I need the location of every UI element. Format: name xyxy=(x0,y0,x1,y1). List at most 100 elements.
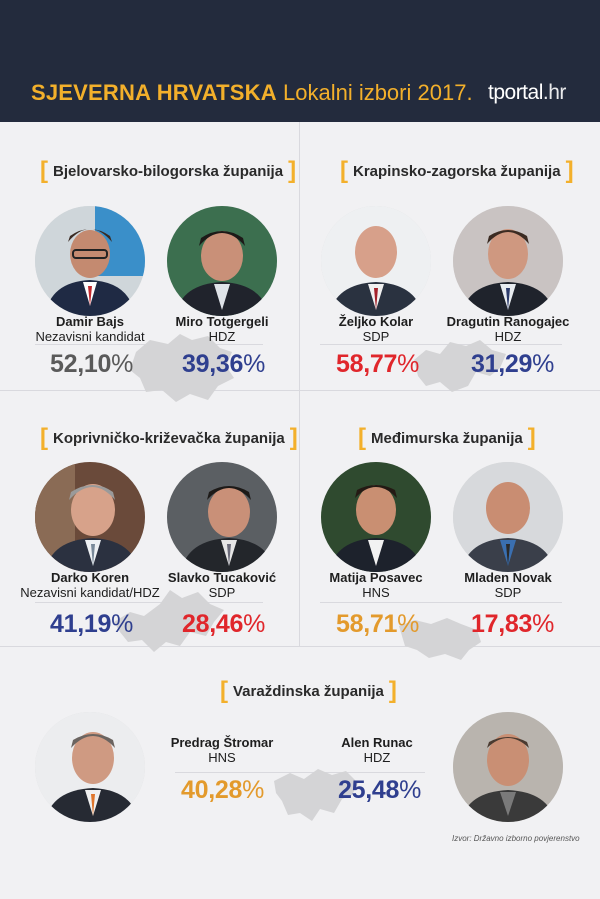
candidate-name: Slavko Tucaković xyxy=(167,570,277,585)
county-heading-koprivnica: [ Koprivničko-križevačka županija] xyxy=(40,424,298,452)
candidate-party: HDZ xyxy=(208,329,236,344)
divider-percent-4 xyxy=(320,602,562,603)
candidate-photo-dragutin-ranogajec xyxy=(453,206,563,316)
percent-sign: % xyxy=(242,776,264,804)
candidate-card: Dragutin Ranogajec HDZ xyxy=(428,314,588,344)
candidate-photo-damir-bajs xyxy=(35,206,145,316)
candidate-party: Nezavisni kandidat/HDZ xyxy=(20,585,160,600)
candidate-card: Predrag Štromar HNS xyxy=(142,735,302,765)
candidate-photo-predrag-stromar xyxy=(35,712,145,822)
bracket-close: ] xyxy=(565,157,574,184)
percent-sign: % xyxy=(243,610,265,638)
county-heading-medimurje: [Međimurska županija] xyxy=(358,424,536,452)
county-heading-bjelovar: [ Bjelovarsko-bilogorska županija] xyxy=(40,157,296,185)
candidate-photo-miro-totgergeli xyxy=(167,206,277,316)
title-region: SJEVERNA HRVATSKA xyxy=(31,80,277,105)
bracket-open: [ xyxy=(358,424,366,451)
vote-percent: 25,48% xyxy=(338,776,421,805)
percent-value: 52,10 xyxy=(50,350,112,378)
candidate-party: HNS xyxy=(208,750,236,765)
vote-percent: 41,19% xyxy=(50,610,133,639)
candidate-party: SDP xyxy=(208,585,236,600)
vote-percent: 58,77% xyxy=(336,350,419,379)
candidate-name: Damir Bajs xyxy=(56,314,124,329)
bracket-close: ] xyxy=(289,424,298,451)
divider-horizontal-2 xyxy=(0,646,600,647)
map-bjelovar xyxy=(128,330,238,405)
candidate-photo-matija-posavec xyxy=(321,462,431,572)
candidate-photo-zeljko-kolar xyxy=(321,206,431,316)
candidate-party: HDZ xyxy=(363,750,391,765)
logo-main: tportal xyxy=(488,81,543,104)
candidate-party: Nezavisni kandidat xyxy=(35,329,145,344)
divider-percent-3 xyxy=(35,602,263,603)
candidate-photo-alen-runac xyxy=(453,712,563,822)
vote-percent: 40,28% xyxy=(181,776,264,805)
percent-value: 41,19 xyxy=(50,610,112,638)
percent-sign: % xyxy=(111,610,133,638)
candidate-name: Miro Totgergeli xyxy=(175,314,269,329)
county-name: Bjelovarsko-bilogorska županija xyxy=(53,163,284,180)
candidate-card: Slavko Tucaković SDP xyxy=(142,570,302,600)
candidate-photo-mladen-novak xyxy=(453,462,563,572)
bracket-close: ] xyxy=(388,677,397,704)
candidate-party: HNS xyxy=(362,585,390,600)
vote-percent: 31,29% xyxy=(471,350,554,379)
candidate-card: Mladen Novak SDP xyxy=(428,570,588,600)
header-banner: SJEVERNA HRVATSKA Lokalni izbori 2017. t… xyxy=(0,0,600,122)
map-varazdin xyxy=(272,763,362,823)
candidate-name: Matija Posavec xyxy=(329,570,423,585)
bracket-close: ] xyxy=(527,424,536,451)
candidate-photo-slavko-tucakovic xyxy=(167,462,277,572)
candidate-name: Alen Runac xyxy=(341,735,413,750)
divider-horizontal-1 xyxy=(0,390,600,391)
source-note: Izvor: Državno izborno povjerenstvo xyxy=(452,834,580,843)
bracket-open: [ xyxy=(340,157,348,184)
vote-percent: 28,46% xyxy=(182,610,265,639)
candidate-card: Željko Kolar SDP xyxy=(296,314,456,344)
percent-value: 17,83 xyxy=(471,610,533,638)
percent-sign: % xyxy=(399,776,421,804)
percent-value: 31,29 xyxy=(471,350,533,378)
bracket-close: ] xyxy=(288,157,297,184)
county-heading-krapina: [Krapinsko-zagorska županija] xyxy=(340,157,574,185)
candidate-photo-darko-koren xyxy=(35,462,145,572)
bracket-open: [ xyxy=(40,424,48,451)
divider-percent-2 xyxy=(320,344,562,345)
vote-percent: 58,71% xyxy=(336,610,419,639)
candidate-name: Dragutin Ranogajec xyxy=(446,314,570,329)
county-name: Koprivničko-križevačka županija xyxy=(53,430,285,447)
county-name: Varaždinska županija xyxy=(233,683,384,700)
percent-sign: % xyxy=(532,350,554,378)
percent-value: 58,77 xyxy=(336,350,398,378)
percent-sign: % xyxy=(243,350,265,378)
candidate-name: Predrag Štromar xyxy=(170,735,274,750)
logo-tld: .hr xyxy=(542,81,567,104)
candidate-party: SDP xyxy=(494,585,522,600)
page-title: SJEVERNA HRVATSKA Lokalni izbori 2017. xyxy=(31,80,473,106)
candidate-name: Mladen Novak xyxy=(464,570,552,585)
bracket-open: [ xyxy=(220,677,228,704)
divider-vertical xyxy=(299,122,300,646)
vote-percent: 39,36% xyxy=(182,350,265,379)
percent-value: 28,46 xyxy=(182,610,244,638)
candidate-party: SDP xyxy=(362,329,390,344)
percent-value: 39,36 xyxy=(182,350,244,378)
candidate-name: Darko Koren xyxy=(50,570,130,585)
divider-percent-5 xyxy=(175,772,425,773)
candidate-name: Željko Kolar xyxy=(338,314,414,329)
percent-sign: % xyxy=(397,350,419,378)
tportal-logo: tportal.hr xyxy=(488,81,566,105)
percent-sign: % xyxy=(111,350,133,378)
bracket-open: [ xyxy=(40,157,48,184)
candidate-party: HDZ xyxy=(494,329,522,344)
percent-sign: % xyxy=(532,610,554,638)
percent-value: 25,48 xyxy=(338,776,400,804)
percent-sign: % xyxy=(397,610,419,638)
candidate-card: Matija Posavec HNS xyxy=(296,570,456,600)
vote-percent: 17,83% xyxy=(471,610,554,639)
map-koprivnica xyxy=(110,582,230,657)
county-heading-varazdin: [ Varaždinska županija] xyxy=(220,677,397,705)
map-medimurje xyxy=(395,614,485,662)
candidate-card: Miro Totgergeli HDZ xyxy=(142,314,302,344)
